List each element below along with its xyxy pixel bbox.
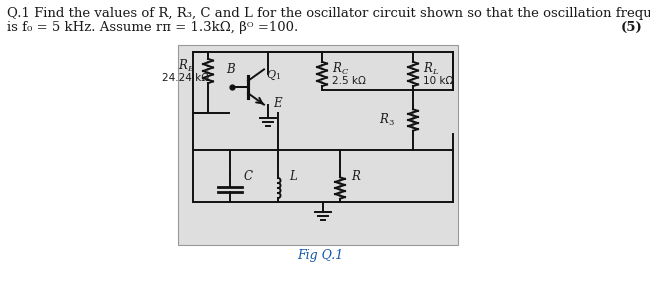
Text: E: E <box>273 97 281 110</box>
Text: Q.1 Find the values of R, R₃, C and L for the oscillator circuit shown so that t: Q.1 Find the values of R, R₃, C and L fo… <box>7 7 650 20</box>
Text: $R_3$: $R_3$ <box>379 112 395 128</box>
Text: $R_B$: $R_B$ <box>177 58 194 74</box>
Text: 2.5 kΩ: 2.5 kΩ <box>332 76 366 86</box>
Text: $R_L$: $R_L$ <box>423 61 439 77</box>
FancyBboxPatch shape <box>178 45 458 245</box>
Text: $R_C$: $R_C$ <box>332 61 349 77</box>
Text: $R$: $R$ <box>351 169 361 183</box>
Text: $C$: $C$ <box>243 169 254 183</box>
Text: B: B <box>226 63 234 76</box>
Text: $L$: $L$ <box>289 169 298 183</box>
Text: 24.24 kΩ: 24.24 kΩ <box>162 73 209 83</box>
Text: $Q_1$: $Q_1$ <box>266 68 281 82</box>
Text: Fig Q.1: Fig Q.1 <box>297 249 343 262</box>
Text: is f₀ = 5 kHz. Assume rπ = 1.3kΩ, βᴼ =100.: is f₀ = 5 kHz. Assume rπ = 1.3kΩ, βᴼ =10… <box>7 21 298 34</box>
Text: 10 kΩ: 10 kΩ <box>423 76 454 86</box>
Text: (5): (5) <box>620 21 642 34</box>
